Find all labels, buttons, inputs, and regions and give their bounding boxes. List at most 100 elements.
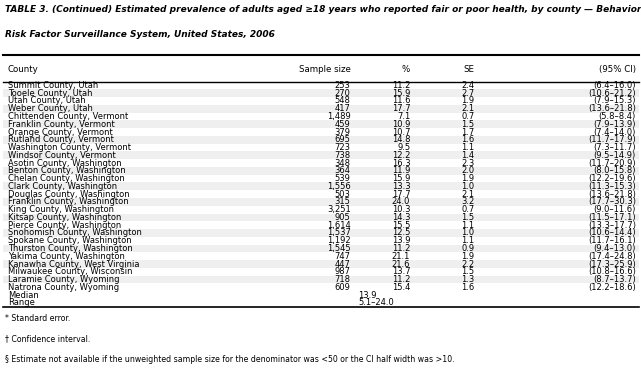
Text: (12.2–18.6): (12.2–18.6) <box>588 283 636 292</box>
Text: 13.3: 13.3 <box>392 182 410 191</box>
Text: Spokane County, Washington: Spokane County, Washington <box>8 236 131 245</box>
Text: 447: 447 <box>335 259 351 269</box>
Bar <box>3 167 639 175</box>
Text: 2.4: 2.4 <box>462 81 474 90</box>
Text: 270: 270 <box>335 89 351 98</box>
Text: 13.9: 13.9 <box>358 291 377 299</box>
Text: (10.6–21.2): (10.6–21.2) <box>588 89 636 98</box>
Text: Chelan County, Washington: Chelan County, Washington <box>8 174 124 183</box>
Text: (9.4–13.0): (9.4–13.0) <box>594 244 636 253</box>
Text: 1.9: 1.9 <box>462 252 474 261</box>
Text: (7.3–11.7): (7.3–11.7) <box>594 143 636 152</box>
Text: 1.9: 1.9 <box>462 96 474 106</box>
Text: (11.5–17.1): (11.5–17.1) <box>588 213 636 222</box>
Text: 723: 723 <box>335 143 351 152</box>
Text: Chittenden County, Vermont: Chittenden County, Vermont <box>8 112 128 121</box>
Text: Orange County, Vermont: Orange County, Vermont <box>8 128 112 136</box>
Text: (5.8–8.4): (5.8–8.4) <box>599 112 636 121</box>
Text: 2.2: 2.2 <box>462 259 474 269</box>
Bar <box>3 151 639 159</box>
Text: 14.3: 14.3 <box>392 213 410 222</box>
Text: 15.5: 15.5 <box>392 221 410 230</box>
Text: 3.2: 3.2 <box>461 197 474 207</box>
Text: 0.9: 0.9 <box>462 244 474 253</box>
Bar <box>3 89 639 97</box>
Text: 253: 253 <box>335 81 351 90</box>
Text: (17.3–25.9): (17.3–25.9) <box>588 259 636 269</box>
Text: 1,556: 1,556 <box>327 182 351 191</box>
Bar <box>3 105 639 113</box>
Text: 15.9: 15.9 <box>392 174 410 183</box>
Text: 738: 738 <box>335 151 351 160</box>
Bar <box>3 206 639 213</box>
Text: 1.7: 1.7 <box>461 128 474 136</box>
Text: 2.1: 2.1 <box>462 104 474 113</box>
Bar <box>3 275 639 283</box>
Text: 14.8: 14.8 <box>392 135 410 144</box>
Text: 13.7: 13.7 <box>392 267 410 276</box>
Bar <box>3 120 639 128</box>
Text: (11.7–17.9): (11.7–17.9) <box>588 135 636 144</box>
Text: 695: 695 <box>335 135 351 144</box>
Text: Benton County, Washington: Benton County, Washington <box>8 166 126 175</box>
Text: Sample size: Sample size <box>299 65 351 74</box>
Bar <box>3 113 639 120</box>
Text: 1.5: 1.5 <box>462 213 474 222</box>
Text: Franklin County, Vermont: Franklin County, Vermont <box>8 120 115 129</box>
Text: 348: 348 <box>335 158 351 168</box>
Text: (13.6–21.8): (13.6–21.8) <box>588 104 636 113</box>
Bar <box>3 252 639 260</box>
Text: 11.2: 11.2 <box>392 81 410 90</box>
Text: (7.4–14.0): (7.4–14.0) <box>594 128 636 136</box>
Text: Utah County, Utah: Utah County, Utah <box>8 96 85 106</box>
Text: Kitsap County, Washington: Kitsap County, Washington <box>8 213 121 222</box>
Bar <box>3 58 639 82</box>
Text: (11.3–15.3): (11.3–15.3) <box>588 182 636 191</box>
Bar <box>3 190 639 198</box>
Bar <box>3 136 639 144</box>
Text: %: % <box>402 65 410 74</box>
Text: (8.0–15.8): (8.0–15.8) <box>594 166 636 175</box>
Text: 417: 417 <box>335 104 351 113</box>
Text: 1,614: 1,614 <box>327 221 351 230</box>
Text: 24.0: 24.0 <box>392 197 410 207</box>
Text: 1.6: 1.6 <box>461 135 474 144</box>
Text: 1.4: 1.4 <box>462 151 474 160</box>
Text: 12.2: 12.2 <box>392 151 410 160</box>
Text: 17.7: 17.7 <box>392 104 410 113</box>
Text: County: County <box>8 65 38 74</box>
Text: 2.7: 2.7 <box>461 89 474 98</box>
Text: 905: 905 <box>335 213 351 222</box>
Text: (12.2–19.6): (12.2–19.6) <box>588 174 636 183</box>
Bar <box>3 291 639 299</box>
Text: 11.2: 11.2 <box>392 275 410 284</box>
Text: 2.0: 2.0 <box>462 166 474 175</box>
Bar <box>3 237 639 245</box>
Text: 548: 548 <box>335 96 351 106</box>
Text: (17.7–30.3): (17.7–30.3) <box>588 197 636 207</box>
Text: 21.1: 21.1 <box>392 252 410 261</box>
Text: Douglas County, Washington: Douglas County, Washington <box>8 190 129 199</box>
Text: (8.7–13.7): (8.7–13.7) <box>593 275 636 284</box>
Bar <box>3 182 639 190</box>
Bar <box>3 97 639 105</box>
Text: 1.0: 1.0 <box>462 182 474 191</box>
Text: Kanawha County, West Virginia: Kanawha County, West Virginia <box>8 259 139 269</box>
Text: 459: 459 <box>335 120 351 129</box>
Bar <box>3 299 639 307</box>
Text: 1.5: 1.5 <box>462 267 474 276</box>
Text: TABLE 3. (Continued) Estimated prevalence of adults aged ≥18 years who reported : TABLE 3. (Continued) Estimated prevalenc… <box>5 5 641 14</box>
Text: Washington County, Vermont: Washington County, Vermont <box>8 143 131 152</box>
Text: 2.1: 2.1 <box>462 190 474 199</box>
Text: Rutland County, Vermont: Rutland County, Vermont <box>8 135 113 144</box>
Text: 11.9: 11.9 <box>392 166 410 175</box>
Text: 539: 539 <box>335 174 351 183</box>
Text: 1,537: 1,537 <box>327 229 351 237</box>
Text: Snohomish County, Washington: Snohomish County, Washington <box>8 229 142 237</box>
Bar <box>3 128 639 136</box>
Text: 1.6: 1.6 <box>461 283 474 292</box>
Text: 21.6: 21.6 <box>392 259 410 269</box>
Bar <box>3 283 639 291</box>
Text: 2.3: 2.3 <box>461 158 474 168</box>
Text: 15.4: 15.4 <box>392 283 410 292</box>
